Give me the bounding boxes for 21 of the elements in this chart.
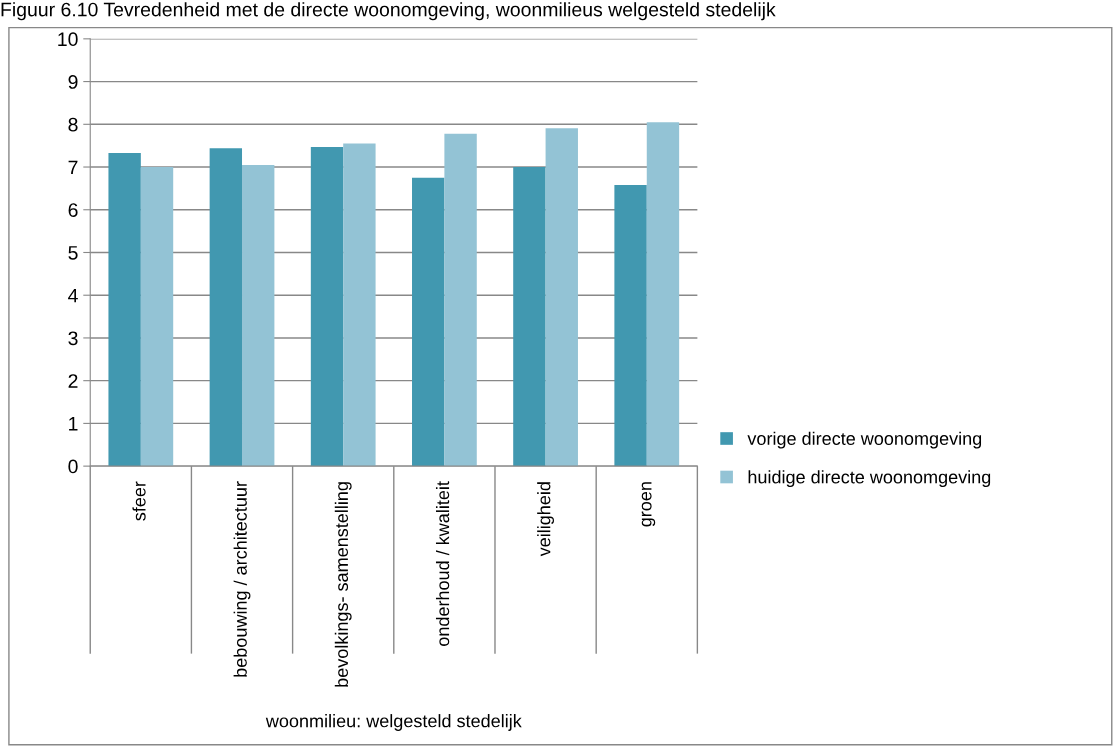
x-tick-label: onderhoud / kwaliteit (435, 481, 450, 646)
y-tick-label: 0 (68, 459, 78, 474)
y-tick-label: 3 (68, 331, 78, 346)
y-tick-label: 6 (68, 203, 78, 217)
legend-label: vorige directe woonomgeving (747, 431, 982, 449)
x-tick-label: bevolkings- samenstelling (334, 482, 352, 687)
legend-label: huidige directe woonomgeving (748, 470, 991, 488)
y-tick-label: 2 (68, 374, 78, 388)
x-axis-title: woonmilieu: welgesteld stedelijk (265, 714, 522, 731)
x-tick-label: veiligheid (537, 482, 554, 557)
y-tick-label: 10 (58, 32, 78, 47)
y-tick-label: 5 (68, 246, 78, 260)
y-tick-label: 9 (68, 75, 78, 89)
y-tick-label: 1 (69, 417, 78, 431)
x-tick-label: sfeer (132, 481, 146, 521)
y-tick-label: 7 (68, 160, 78, 175)
x-tick-label: bebouwing / architectuur (233, 481, 251, 677)
y-tick-label: 4 (68, 288, 78, 303)
y-tick-label: 8 (68, 117, 78, 132)
x-tick-label: groen (641, 482, 656, 527)
chart-title: Figuur 6.10 Tevredenheid met de directe woonomgeving, woonmilieus welgesteld stedelijk (1, 2, 776, 21)
